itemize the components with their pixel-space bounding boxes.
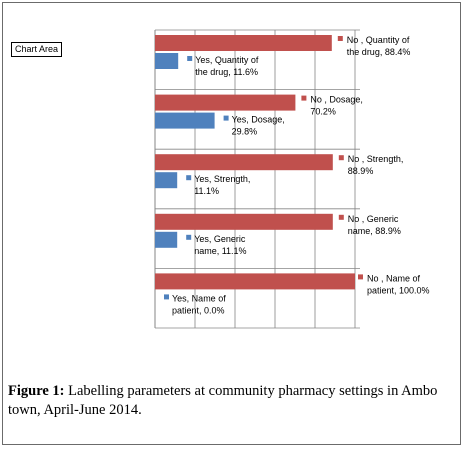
data-label-no: No , Name of patient, 100.0% xyxy=(367,273,430,295)
data-label-no: No , Dosage, 70.2% xyxy=(310,95,363,117)
legend-key-no xyxy=(337,36,343,41)
bar-no xyxy=(155,154,333,171)
bar-yes xyxy=(155,231,178,248)
data-label-yes: Yes, Quantity of the drug, 11.6% xyxy=(195,55,259,77)
figure-label: Figure 1: xyxy=(8,383,65,399)
data-label-no: No , Strength, 88.9% xyxy=(348,154,404,176)
data-label-yes: Yes, Generic name, 11.1% xyxy=(194,234,246,256)
bar-yes xyxy=(155,53,179,69)
legend-key-no xyxy=(338,155,344,161)
chart-area-tag: Chart Area xyxy=(11,42,63,57)
legend-key-yes xyxy=(186,234,192,240)
data-label-yes: Yes, Strength, 11.1% xyxy=(194,174,250,196)
legend-key-no xyxy=(338,214,344,220)
bar-no xyxy=(155,273,355,290)
legend-key-yes xyxy=(186,175,192,181)
legend-key-yes xyxy=(223,115,229,121)
data-label-yes: Yes, Name of patient, 0.0% xyxy=(172,293,226,315)
data-label-no: No , Generic name, 88.9% xyxy=(348,214,401,236)
legend-key-no xyxy=(358,274,363,280)
bar-yes xyxy=(155,172,178,189)
figure-caption: Figure 1: Labelling parameters at commun… xyxy=(8,382,456,420)
bar-chart: No , Quantity of the drug, 88.4% Yes, Quan… xyxy=(154,29,430,329)
bar-no xyxy=(155,35,332,51)
bar-no xyxy=(155,213,333,230)
figure-caption-text: Labelling parameters at community pharma… xyxy=(8,383,438,418)
bar-yes xyxy=(155,112,215,129)
legend-key-no xyxy=(301,95,307,101)
bar-no xyxy=(155,94,296,111)
legend-key-yes xyxy=(187,56,193,61)
data-label-yes: Yes, Dosage, 29.8% xyxy=(232,115,285,137)
legend-key-yes xyxy=(164,294,169,300)
data-label-no: No , Quantity of the drug, 88.4% xyxy=(347,35,411,57)
